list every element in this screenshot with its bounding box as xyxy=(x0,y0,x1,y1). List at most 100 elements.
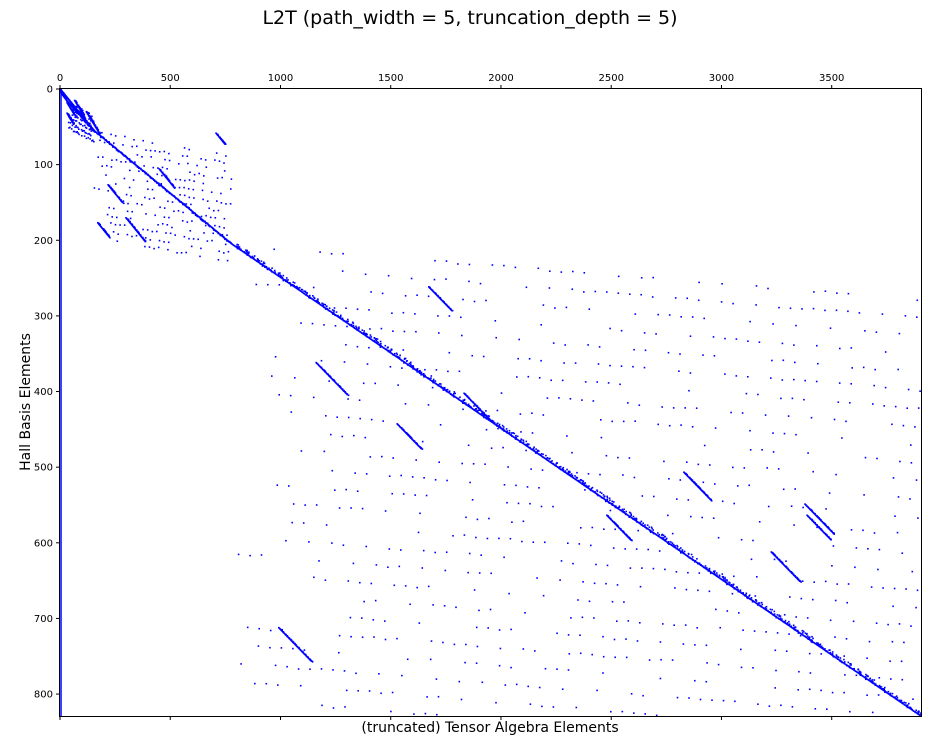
nonzero-point xyxy=(742,629,744,631)
nonzero-point xyxy=(498,664,501,667)
nonzero-point xyxy=(576,479,579,482)
nonzero-point xyxy=(571,288,574,290)
nonzero-point xyxy=(691,556,694,558)
nonzero-point xyxy=(800,632,802,635)
nonzero-point xyxy=(424,375,427,378)
nonzero-point xyxy=(754,601,756,603)
nonzero-point xyxy=(101,165,103,167)
nonzero-point xyxy=(168,159,171,162)
nonzero-point xyxy=(596,689,598,692)
nonzero-point xyxy=(621,510,624,513)
nonzero-point xyxy=(764,414,767,416)
nonzero-point xyxy=(113,207,115,210)
nonzero-point xyxy=(542,414,545,416)
nonzero-point xyxy=(580,479,582,481)
nonzero-point xyxy=(535,452,538,454)
nonzero-point xyxy=(365,545,368,548)
nonzero-point xyxy=(307,295,309,297)
nonzero-point xyxy=(912,698,914,700)
nonzero-point xyxy=(479,413,481,415)
nonzero-point xyxy=(277,684,279,686)
nonzero-point xyxy=(496,423,498,425)
nonzero-point xyxy=(753,630,756,632)
nonzero-point xyxy=(839,657,842,659)
nonzero-point xyxy=(857,672,860,674)
nonzero-point xyxy=(292,285,294,287)
nonzero-point xyxy=(72,130,75,133)
nonzero-point xyxy=(170,193,173,195)
nonzero-point xyxy=(500,427,503,430)
nonzero-point xyxy=(655,533,657,536)
nonzero-point xyxy=(114,135,117,137)
nonzero-point xyxy=(420,372,422,375)
nonzero-point xyxy=(445,278,447,280)
nonzero-point xyxy=(606,495,608,498)
nonzero-point xyxy=(397,384,399,386)
nonzero-point xyxy=(191,212,194,214)
nonzero-point xyxy=(552,505,554,508)
nonzero-point xyxy=(811,640,814,643)
nonzero-point xyxy=(274,271,276,273)
nonzero-point xyxy=(346,321,348,324)
nonzero-point xyxy=(617,506,620,509)
nonzero-point xyxy=(240,249,243,252)
nonzero-point xyxy=(171,201,174,203)
nonzero-point xyxy=(432,604,434,606)
nonzero-point xyxy=(866,694,868,696)
nonzero-point xyxy=(218,160,221,162)
nonzero-point xyxy=(447,391,450,394)
nonzero-point xyxy=(201,189,204,192)
nonzero-point xyxy=(91,140,93,142)
nonzero-point xyxy=(214,159,216,161)
nonzero-point xyxy=(76,112,78,114)
nonzero-point xyxy=(292,503,295,505)
nonzero-point xyxy=(513,436,515,438)
nonzero-point xyxy=(911,570,914,573)
nonzero-point xyxy=(380,692,382,695)
nonzero-point xyxy=(782,359,785,362)
nonzero-point xyxy=(127,202,129,205)
nonzero-point xyxy=(879,685,881,688)
nonzero-point xyxy=(418,622,421,624)
nonzero-point xyxy=(109,236,111,239)
nonzero-point xyxy=(181,220,184,222)
nonzero-point xyxy=(520,441,522,443)
nonzero-point xyxy=(777,617,779,619)
nonzero-point xyxy=(665,540,668,543)
nonzero-point xyxy=(642,525,645,527)
nonzero-point xyxy=(623,511,625,514)
nonzero-point xyxy=(116,216,118,219)
nonzero-point xyxy=(690,515,692,518)
nonzero-point xyxy=(226,234,228,236)
nonzero-point xyxy=(205,222,208,224)
nonzero-point xyxy=(680,424,682,426)
nonzero-point xyxy=(200,247,202,250)
nonzero-point xyxy=(333,309,335,312)
nonzero-point xyxy=(72,107,75,109)
nonzero-point xyxy=(549,270,551,272)
nonzero-point xyxy=(390,352,392,354)
nonzero-point xyxy=(321,704,323,707)
nonzero-point xyxy=(567,473,570,476)
nonzero-point xyxy=(548,287,551,289)
nonzero-point xyxy=(901,678,904,681)
nonzero-point xyxy=(455,606,457,609)
nonzero-point xyxy=(422,374,425,377)
nonzero-point xyxy=(394,352,396,355)
nonzero-point xyxy=(808,636,810,639)
nonzero-point xyxy=(208,224,210,226)
nonzero-point xyxy=(918,714,920,716)
nonzero-point xyxy=(405,362,407,364)
nonzero-point xyxy=(835,657,837,659)
nonzero-point xyxy=(591,526,594,529)
nonzero-point xyxy=(834,599,837,602)
nonzero-point xyxy=(126,158,129,160)
nonzero-point xyxy=(738,590,740,593)
nonzero-point xyxy=(855,547,858,549)
nonzero-point xyxy=(296,286,298,288)
nonzero-point xyxy=(343,670,346,672)
nonzero-point xyxy=(75,114,77,117)
nonzero-point xyxy=(596,493,599,496)
nonzero-point xyxy=(835,473,837,476)
nonzero-point xyxy=(459,396,461,398)
